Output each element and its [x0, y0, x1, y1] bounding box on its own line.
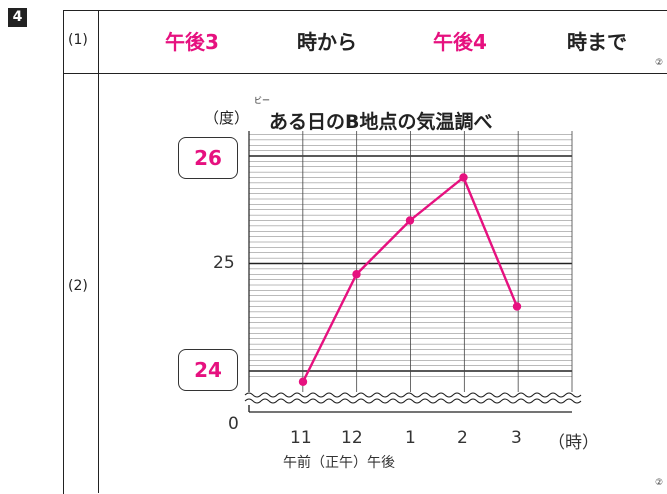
data-point-2 [459, 173, 467, 181]
data-point-12 [352, 270, 360, 278]
data-point-1 [406, 216, 414, 224]
data-point-11 [299, 378, 307, 386]
data-point-3 [513, 302, 521, 310]
